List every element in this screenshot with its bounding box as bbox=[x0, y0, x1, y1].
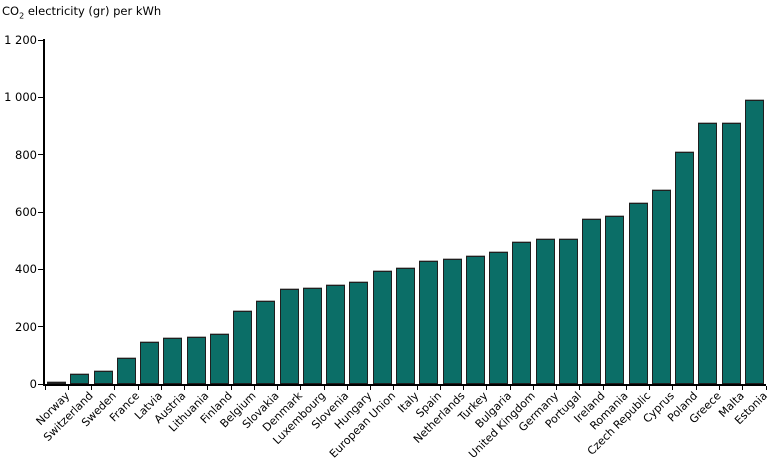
bar bbox=[186, 337, 206, 384]
y-tick bbox=[38, 96, 43, 98]
bar bbox=[396, 268, 415, 384]
x-tick bbox=[67, 386, 69, 390]
bar bbox=[698, 123, 718, 384]
x-tick bbox=[300, 386, 302, 390]
y-tick bbox=[38, 211, 43, 213]
bar bbox=[535, 239, 555, 384]
bar bbox=[442, 259, 462, 384]
x-tick bbox=[230, 386, 232, 390]
y-tick bbox=[38, 154, 43, 156]
x-tick bbox=[486, 386, 488, 390]
x-tick bbox=[765, 386, 767, 390]
y-tick-label: 1 200 bbox=[4, 33, 37, 47]
bar bbox=[605, 216, 625, 384]
y-tick bbox=[38, 39, 43, 41]
y-tick-label: 800 bbox=[15, 147, 37, 162]
x-tick bbox=[346, 386, 348, 390]
y-tick-label: 600 bbox=[15, 205, 37, 219]
y-tick-label: 1 000 bbox=[4, 90, 37, 105]
x-tick bbox=[602, 386, 604, 390]
x-tick bbox=[137, 386, 139, 390]
bar bbox=[256, 301, 276, 384]
x-tick bbox=[277, 386, 279, 390]
bar bbox=[209, 334, 229, 384]
bar bbox=[419, 261, 439, 384]
x-tick bbox=[579, 386, 581, 390]
x-tick bbox=[532, 386, 534, 390]
y-tick bbox=[38, 383, 43, 385]
bar bbox=[628, 203, 648, 384]
x-tick bbox=[625, 386, 627, 390]
bar bbox=[651, 190, 671, 384]
x-tick bbox=[695, 386, 697, 390]
y-tick bbox=[38, 326, 43, 328]
bar bbox=[558, 239, 578, 384]
bar bbox=[721, 123, 741, 384]
y-tick-label: 0 bbox=[29, 377, 37, 391]
bar bbox=[465, 256, 485, 384]
y-tick bbox=[38, 268, 43, 270]
x-tick bbox=[160, 386, 162, 390]
x-tick bbox=[393, 386, 395, 390]
x-tick bbox=[463, 386, 465, 390]
bar bbox=[582, 219, 602, 384]
bar bbox=[70, 374, 90, 384]
chart-title-subscript: 2 bbox=[19, 11, 25, 21]
bar bbox=[744, 100, 764, 384]
bar bbox=[47, 382, 67, 384]
bar bbox=[512, 242, 532, 384]
x-tick bbox=[439, 386, 441, 390]
bar bbox=[489, 252, 509, 384]
x-tick bbox=[184, 386, 186, 390]
x-tick bbox=[649, 386, 651, 390]
bar bbox=[372, 271, 392, 384]
chart-title: CO2 electricity (gr) per kWh bbox=[2, 4, 162, 21]
chart-title-text: CO bbox=[2, 4, 20, 18]
bar bbox=[93, 371, 113, 384]
x-tick bbox=[509, 386, 511, 390]
x-tick bbox=[114, 386, 116, 390]
x-tick bbox=[556, 386, 558, 390]
x-tick bbox=[207, 386, 209, 390]
y-tick-label: 400 bbox=[15, 262, 37, 277]
x-tick bbox=[253, 386, 255, 390]
x-tick bbox=[91, 386, 93, 390]
x-tick bbox=[718, 386, 720, 390]
x-tick bbox=[44, 386, 46, 390]
x-tick bbox=[370, 386, 372, 390]
bar bbox=[675, 152, 695, 384]
bar bbox=[233, 311, 253, 384]
bar bbox=[279, 289, 299, 384]
bar bbox=[302, 288, 322, 384]
bar bbox=[116, 358, 136, 384]
x-tick bbox=[323, 386, 325, 390]
bar bbox=[140, 342, 160, 384]
bar bbox=[326, 285, 346, 384]
x-tick bbox=[672, 386, 674, 390]
x-tick bbox=[416, 386, 418, 390]
y-axis-line bbox=[43, 39, 45, 386]
x-axis-line bbox=[43, 384, 766, 386]
bar bbox=[163, 338, 183, 384]
chart-title-rest: electricity (gr) per kWh bbox=[24, 4, 162, 18]
y-tick-label: 200 bbox=[15, 319, 37, 334]
x-tick bbox=[742, 386, 744, 390]
bar bbox=[349, 282, 369, 384]
